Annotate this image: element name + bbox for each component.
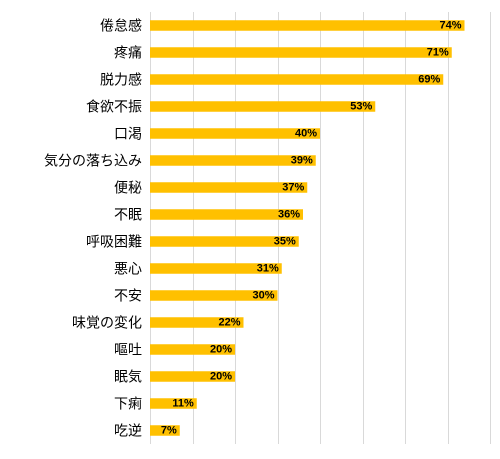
bar [150,371,235,382]
value-label: 22% [218,317,240,329]
value-label: 20% [210,371,232,383]
category-label: 脱力感 [100,72,142,88]
bar [150,155,316,166]
bar [150,20,465,31]
value-label: 11% [172,398,194,410]
bar [150,290,278,301]
value-labels: 74% 71% 69% 53% 40% 39% 37% 36% 35% 31% 30% 22% 20% 2… [161,20,462,437]
category-label: 呼吸困難 [86,234,142,250]
value-label: 7% [161,425,177,437]
value-label: 37% [282,182,304,194]
category-label: 味覚の変化 [72,315,142,331]
bar [150,209,303,220]
category-label: 不安 [114,288,142,304]
bar [150,317,244,328]
value-label: 36% [278,209,300,221]
category-label: 吃逆 [114,423,142,439]
bar [150,263,282,274]
bar [150,344,235,355]
category-label: 不眠 [114,207,142,223]
value-label: 53% [350,101,372,113]
value-label: 69% [418,74,440,86]
bar [150,182,308,193]
category-label: 気分の落ち込み [44,153,142,169]
bar [150,236,299,247]
category-label: 食欲不振 [86,99,142,115]
value-label: 71% [427,47,449,59]
value-label: 39% [291,155,313,167]
category-label: 眠気 [114,369,142,385]
bar [150,398,197,409]
bars [150,20,465,436]
category-label: 嘔吐 [114,342,142,358]
category-label: 倦怠感 [100,18,142,34]
value-label: 35% [274,236,296,248]
bar [150,128,320,139]
value-label: 31% [257,263,279,275]
category-label: 口渇 [114,126,142,142]
value-label: 74% [439,20,461,32]
value-label: 30% [252,290,274,302]
category-labels: 倦怠感疼痛脱力感食欲不振口渇気分の落ち込み便秘不眠呼吸困難悪心不安味覚の変化嘔吐… [44,18,142,439]
bar [150,425,180,436]
bar [150,74,444,85]
category-label: 下痢 [114,396,142,412]
bar [150,47,452,58]
value-label: 20% [210,344,232,356]
category-label: 便秘 [114,180,142,196]
value-label: 40% [295,128,317,140]
bar [150,101,376,112]
category-label: 疼痛 [114,45,142,61]
category-label: 悪心 [114,261,142,277]
